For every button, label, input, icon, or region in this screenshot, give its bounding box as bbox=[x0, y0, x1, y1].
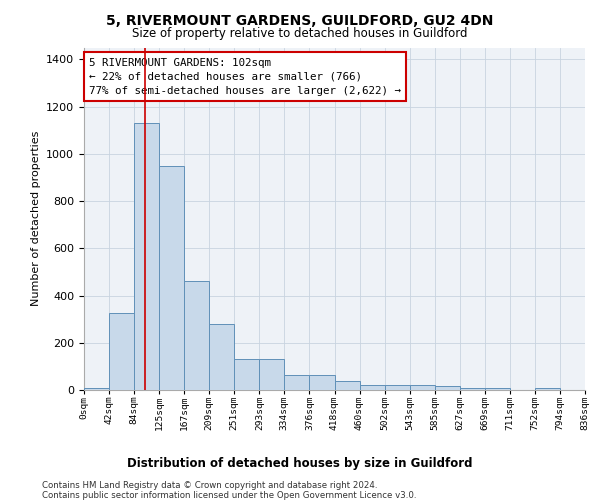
Bar bbox=[535, 388, 560, 390]
Bar bbox=[485, 388, 510, 390]
Text: 5, RIVERMOUNT GARDENS, GUILDFORD, GU2 4DN: 5, RIVERMOUNT GARDENS, GUILDFORD, GU2 4D… bbox=[106, 14, 494, 28]
Bar bbox=[359, 386, 385, 390]
Bar bbox=[184, 282, 209, 390]
Bar bbox=[410, 386, 435, 390]
Bar bbox=[235, 360, 259, 390]
Bar bbox=[159, 166, 184, 390]
Bar bbox=[84, 388, 109, 390]
Bar bbox=[259, 360, 284, 390]
Bar bbox=[284, 374, 310, 390]
Bar bbox=[109, 313, 134, 390]
Text: Contains public sector information licensed under the Open Government Licence v3: Contains public sector information licen… bbox=[42, 491, 416, 500]
Bar bbox=[435, 386, 460, 390]
Bar bbox=[385, 386, 410, 390]
Bar bbox=[335, 380, 359, 390]
Bar bbox=[134, 123, 159, 390]
Text: 5 RIVERMOUNT GARDENS: 102sqm
← 22% of detached houses are smaller (766)
77% of s: 5 RIVERMOUNT GARDENS: 102sqm ← 22% of de… bbox=[89, 58, 401, 96]
Text: Size of property relative to detached houses in Guildford: Size of property relative to detached ho… bbox=[132, 28, 468, 40]
Bar bbox=[460, 388, 485, 390]
Text: Distribution of detached houses by size in Guildford: Distribution of detached houses by size … bbox=[127, 458, 473, 470]
Y-axis label: Number of detached properties: Number of detached properties bbox=[31, 131, 41, 306]
Bar bbox=[310, 374, 335, 390]
Bar bbox=[209, 324, 235, 390]
Text: Contains HM Land Registry data © Crown copyright and database right 2024.: Contains HM Land Registry data © Crown c… bbox=[42, 481, 377, 490]
